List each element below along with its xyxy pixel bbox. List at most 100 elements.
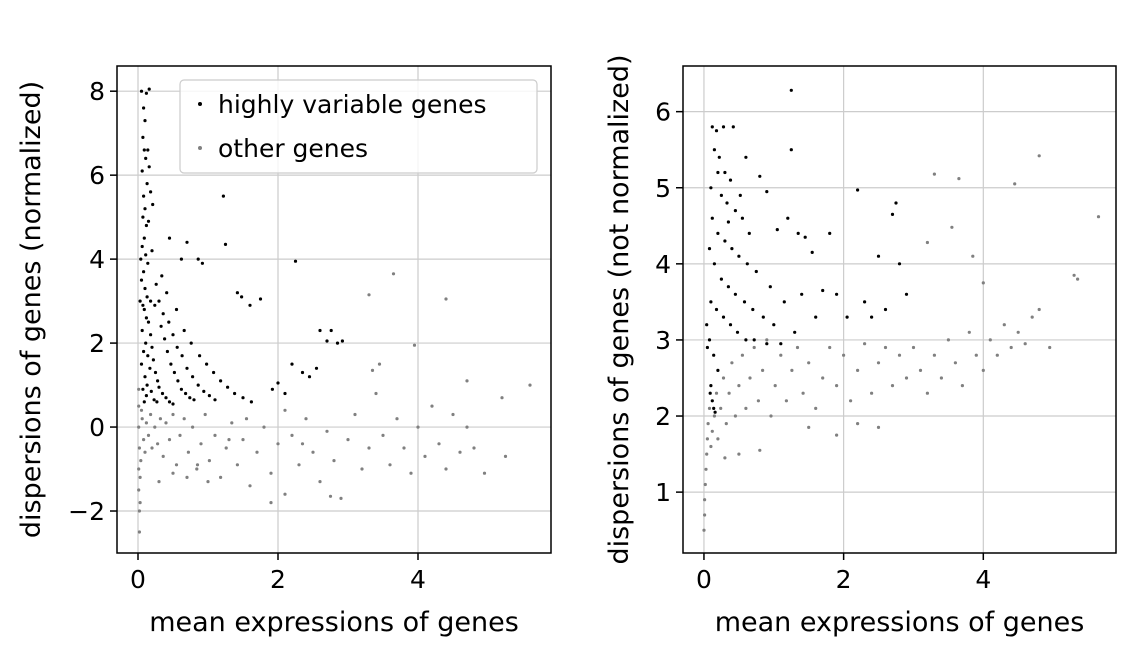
right-point-highly-variable-gene: [725, 201, 729, 205]
left-point-highly-variable-gene: [150, 345, 154, 349]
right-point-other-gene: [705, 452, 709, 456]
left-point-other-gene: [391, 272, 396, 276]
right-point-other-gene: [932, 172, 937, 176]
right-point-highly-variable-gene: [800, 292, 804, 296]
left-point-highly-variable-gene: [169, 362, 173, 366]
left-y-tick-label: −2: [68, 497, 105, 526]
left-point-other-gene: [297, 463, 301, 467]
left-point-other-gene: [230, 421, 234, 425]
left-point-highly-variable-gene: [235, 291, 239, 295]
left-point-highly-variable-gene: [144, 341, 148, 345]
left-point-other-gene: [262, 425, 266, 429]
right-axes-frame: [682, 65, 1117, 554]
left-y-tick-label: 6: [89, 161, 105, 190]
left-point-highly-variable-gene: [171, 333, 175, 337]
left-point-highly-variable-gene: [196, 383, 200, 387]
right-point-other-gene: [876, 361, 881, 365]
right-point-other-gene: [807, 361, 811, 365]
left-point-other-gene: [482, 471, 487, 475]
right-point-highly-variable-gene: [733, 209, 738, 213]
right-point-highly-variable-gene: [709, 186, 713, 190]
legend-marker-highly-variable: [198, 102, 202, 106]
left-point-other-gene: [150, 446, 154, 450]
left-point-highly-variable-gene: [140, 169, 144, 173]
left-point-highly-variable-gene: [212, 370, 216, 375]
left-point-other-gene: [360, 467, 364, 471]
left-point-highly-variable-gene: [159, 324, 163, 328]
left-point-highly-variable-gene: [156, 379, 160, 383]
left-point-highly-variable-gene: [153, 303, 157, 307]
right-y-tick-label: 4: [655, 250, 671, 279]
left-point-highly-variable-gene: [145, 182, 149, 186]
right-point-other-gene: [707, 406, 712, 410]
left-point-other-gene: [156, 442, 160, 446]
left-point-other-gene: [227, 438, 231, 442]
left-point-highly-variable-gene: [293, 259, 298, 263]
left-point-highly-variable-gene: [171, 402, 175, 406]
left-point-other-gene: [503, 454, 508, 458]
left-point-highly-variable-gene: [249, 400, 253, 404]
left-point-highly-variable-gene: [182, 328, 186, 333]
left-point-highly-variable-gene: [144, 223, 148, 228]
left-point-highly-variable-gene: [191, 375, 195, 379]
left-point-highly-variable-gene: [145, 383, 149, 387]
left-y-tick-label: 2: [89, 329, 105, 358]
left-x-tick-label: 4: [410, 565, 426, 594]
right-point-highly-variable-gene: [709, 384, 713, 388]
left-point-highly-variable-gene: [185, 240, 189, 244]
right-point-other-gene: [723, 456, 727, 460]
left-point-other-gene: [167, 438, 172, 442]
left-point-highly-variable-gene: [221, 194, 225, 198]
left-point-highly-variable-gene: [143, 286, 147, 291]
left-point-highly-variable-gene: [139, 278, 144, 282]
left-point-other-gene: [158, 417, 162, 421]
right-y-tick-label: 1: [655, 478, 671, 507]
legend: highly variable genes other genes: [179, 79, 538, 174]
left-y-tick-label: 8: [89, 77, 105, 106]
right-point-highly-variable-gene: [721, 125, 726, 129]
left-point-highly-variable-gene: [142, 106, 146, 110]
right-point-other-gene: [769, 414, 773, 418]
left-point-other-gene: [195, 463, 200, 467]
right-point-other-gene: [727, 391, 731, 395]
left-point-other-gene: [332, 459, 336, 463]
right-point-highly-variable-gene: [726, 285, 731, 289]
right-point-highly-variable-gene: [894, 201, 898, 205]
right-point-other-gene: [807, 425, 811, 429]
right-point-other-gene: [1009, 345, 1013, 350]
left-point-highly-variable-gene: [185, 366, 189, 370]
left-point-highly-variable-gene: [270, 387, 274, 391]
left-point-other-gene: [206, 480, 210, 484]
left-point-other-gene: [137, 387, 141, 391]
right-point-other-gene: [1037, 154, 1041, 158]
right-point-highly-variable-gene: [742, 300, 747, 304]
left-point-other-gene: [139, 408, 144, 412]
right-point-highly-variable-gene: [814, 315, 818, 319]
right-point-highly-variable-gene: [726, 220, 731, 224]
right-point-other-gene: [883, 345, 888, 350]
left-point-other-gene: [451, 412, 455, 417]
left-point-highly-variable-gene: [151, 358, 155, 362]
left-point-highly-variable-gene: [314, 366, 319, 370]
right-point-highly-variable-gene: [761, 315, 765, 319]
left-point-other-gene: [269, 501, 273, 505]
left-point-other-gene: [174, 463, 179, 467]
right-point-highly-variable-gene: [710, 125, 714, 129]
right-point-highly-variable-gene: [714, 129, 719, 133]
left-point-other-gene: [402, 446, 406, 450]
right-point-highly-variable-gene: [716, 170, 720, 175]
right-point-other-gene: [709, 444, 713, 449]
left-point-highly-variable-gene: [176, 379, 180, 383]
left-point-highly-variable-gene: [241, 396, 245, 400]
right-point-other-gene: [988, 338, 992, 342]
right-point-other-gene: [740, 353, 745, 357]
left-point-highly-variable-gene: [290, 362, 294, 366]
left-point-highly-variable-gene: [143, 207, 147, 211]
right-point-other-gene: [1002, 323, 1006, 327]
left-point-highly-variable-gene: [188, 396, 192, 400]
left-point-highly-variable-gene: [142, 236, 146, 240]
right-point-highly-variable-gene: [793, 330, 797, 334]
left-point-highly-variable-gene: [151, 202, 155, 207]
left-point-other-gene: [458, 450, 462, 454]
left-point-other-gene: [465, 379, 469, 383]
